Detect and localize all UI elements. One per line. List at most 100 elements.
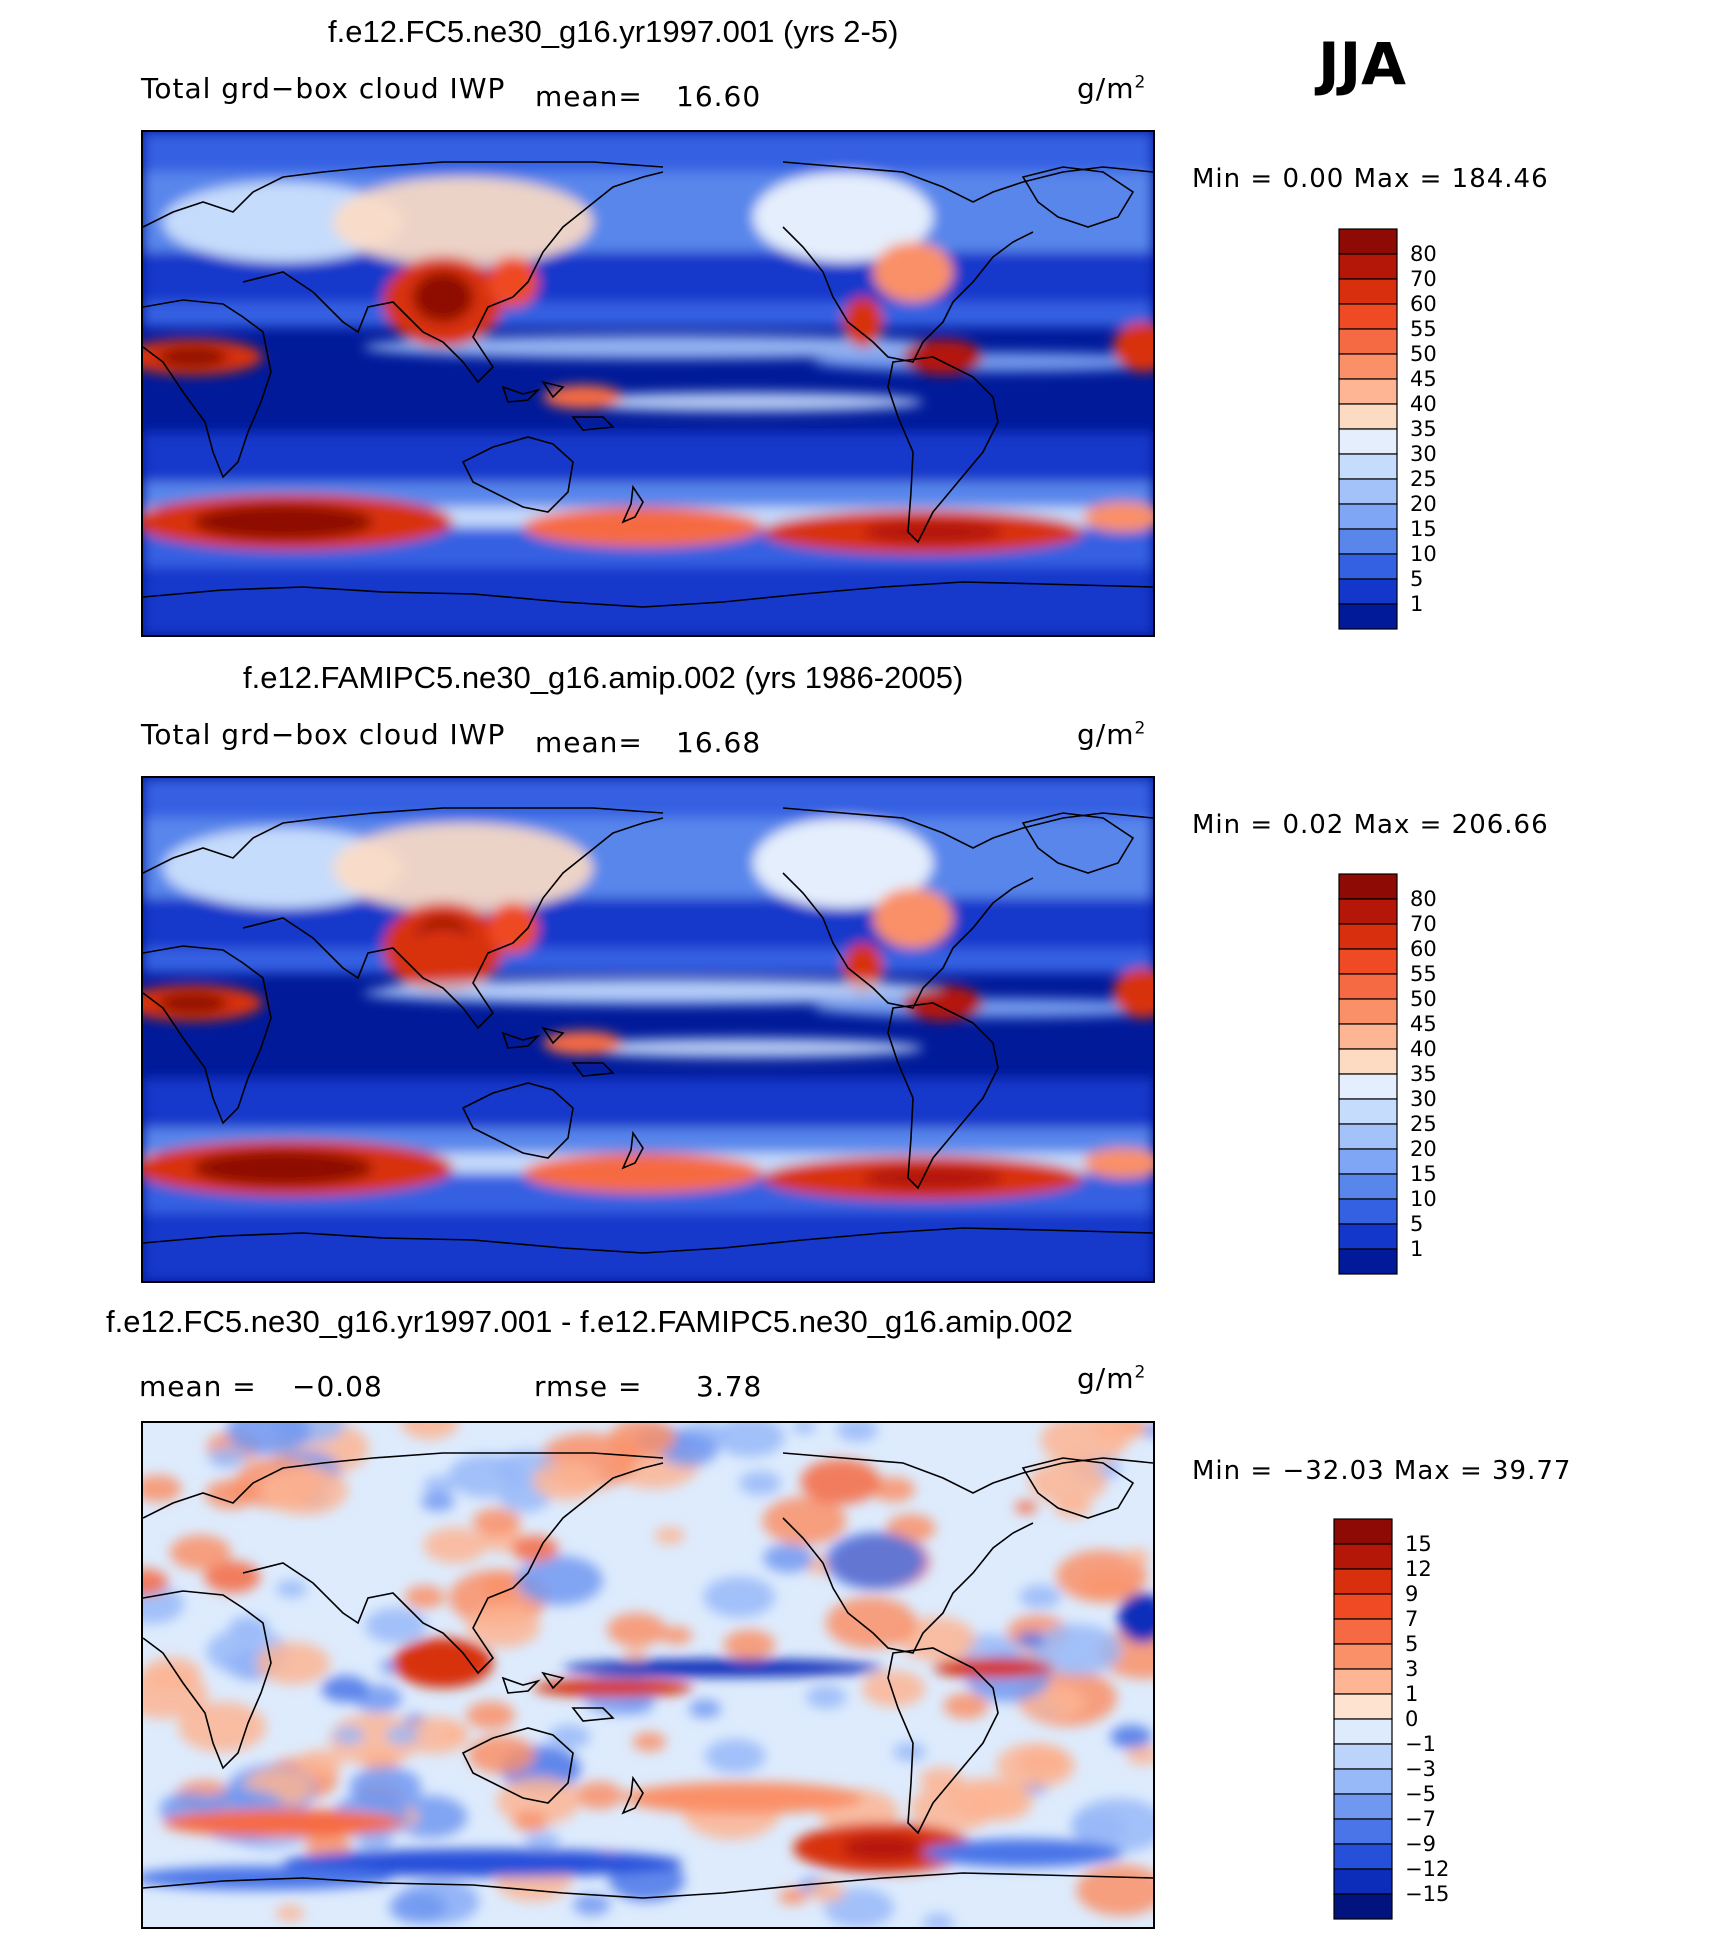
colorbar-tick-label: 45	[1410, 367, 1437, 391]
field-blob	[543, 1031, 623, 1055]
panel1-map	[141, 130, 1155, 637]
field-blob	[448, 1454, 525, 1498]
field-blob	[1031, 1624, 1122, 1676]
coastline	[1021, 812, 1135, 874]
field-blob	[808, 1880, 846, 1902]
field-blob	[488, 257, 538, 307]
coastline	[461, 1727, 574, 1804]
colorbar-tick-label: 35	[1410, 1062, 1437, 1086]
colorbar-swatch	[1338, 428, 1398, 455]
colorbar-tick-label: 5	[1410, 567, 1423, 591]
colorbar-swatch	[1338, 1248, 1398, 1275]
field-blob	[275, 1904, 305, 1922]
field-blob	[574, 1781, 624, 1810]
panel2-title: f.e12.FAMIPC5.ne30_g16.amip.002 (yrs 198…	[243, 660, 964, 695]
field-blob	[163, 1809, 403, 1837]
colorbar-swatch	[1333, 1718, 1393, 1745]
panel1-mean-value: 16.60	[676, 80, 762, 113]
colorbar-swatch	[1338, 948, 1398, 975]
colorbar-swatch	[1338, 553, 1398, 580]
panel2-variable: Total grd−box cloud IWP	[141, 718, 506, 751]
field-blob	[333, 823, 593, 913]
field-blob	[1113, 968, 1153, 1018]
field-blob	[813, 352, 1153, 372]
field-blob	[512, 1811, 549, 1832]
coastline	[621, 1775, 644, 1815]
field-blob	[762, 1496, 847, 1545]
colorbar-swatch	[1333, 1793, 1393, 1820]
panel3-mean-value: −0.08	[292, 1370, 383, 1403]
field-blob	[738, 1470, 782, 1496]
colorbar-swatch	[1333, 1518, 1393, 1545]
field-blob	[488, 903, 538, 953]
field-blob	[143, 1474, 182, 1503]
field-blob	[333, 177, 593, 267]
field-blob	[543, 385, 623, 409]
field-blob	[400, 1423, 459, 1440]
field-blob	[297, 1749, 343, 1776]
field-blob	[843, 1836, 923, 1860]
season-label: JJA	[1318, 30, 1407, 98]
colorbar-tick-label: 15	[1410, 517, 1437, 541]
coastline	[143, 581, 1153, 608]
colorbar-tick-label: 15	[1405, 1532, 1432, 1556]
panel3-title: f.e12.FC5.ne30_g16.yr1997.001 - f.e12.FA…	[106, 1304, 1073, 1339]
field-blob	[753, 818, 933, 908]
field-blob	[423, 1476, 455, 1495]
field-blob	[863, 1166, 1003, 1190]
colorbar-tick-label: 35	[1410, 417, 1437, 441]
colorbar-tick-label: 70	[1410, 912, 1437, 936]
panel2-units: g/m2	[1077, 718, 1147, 751]
colorbar-tick-label: 1	[1405, 1682, 1418, 1706]
field-blob	[403, 1716, 469, 1754]
field-blob	[1113, 322, 1153, 372]
field-band	[143, 432, 1153, 482]
field-blob	[843, 943, 883, 993]
field-blob	[516, 1555, 603, 1606]
colorbar-tick-label: 40	[1410, 1037, 1437, 1061]
colorbar-swatch	[1333, 1868, 1393, 1895]
coastline	[143, 1227, 1153, 1254]
field-blob	[903, 339, 983, 375]
colorbar-tick-label: 20	[1410, 492, 1437, 516]
colorbar-tick-label: 30	[1410, 1087, 1437, 1111]
colorbar-tick-label: −9	[1405, 1832, 1436, 1856]
field-blob	[1083, 1148, 1153, 1178]
colorbar-swatch	[1338, 478, 1398, 505]
field-blob	[892, 1742, 927, 1762]
field-blob	[523, 507, 763, 547]
field-blob	[349, 1766, 422, 1808]
coastline	[461, 436, 574, 513]
field-blob	[825, 1596, 917, 1649]
colorbar-tick-label: 10	[1410, 1187, 1437, 1211]
field-band	[143, 567, 1153, 635]
field-blob	[910, 1783, 996, 1832]
colorbar-swatch	[1333, 1843, 1393, 1870]
colorbar-swatch	[1338, 453, 1398, 480]
colorbar-swatch	[1333, 1743, 1393, 1770]
colorbar-tick-label: 3	[1405, 1657, 1418, 1681]
colorbar-swatch	[1333, 1893, 1393, 1920]
field-blob	[623, 1647, 647, 1661]
panel1-variable: Total grd−box cloud IWP	[141, 72, 506, 105]
colorbar-tick-label: 20	[1410, 1137, 1437, 1161]
field-blob	[805, 1685, 847, 1709]
field-blob	[607, 1612, 667, 1647]
field-blob	[393, 1638, 493, 1688]
field-blob	[261, 1465, 349, 1516]
field-blob	[943, 1692, 989, 1719]
field-blob	[403, 928, 483, 988]
colorbar-tick-label: 70	[1410, 267, 1437, 291]
field-blob	[861, 1670, 926, 1707]
panel1-minmax: Min = 0.00 Max = 184.46	[1192, 164, 1549, 194]
colorbar-swatch	[1338, 1073, 1398, 1100]
field-blob	[169, 1534, 232, 1570]
field-blob	[923, 1839, 1123, 1867]
colorbar-tick-label: 60	[1410, 292, 1437, 316]
coastline	[143, 1872, 1153, 1899]
field-blob	[548, 1724, 591, 1749]
colorbar-tick-label: 30	[1410, 442, 1437, 466]
field-blob	[723, 1629, 776, 1660]
colorbar-swatch	[1338, 1023, 1398, 1050]
field-blob	[1083, 502, 1153, 532]
